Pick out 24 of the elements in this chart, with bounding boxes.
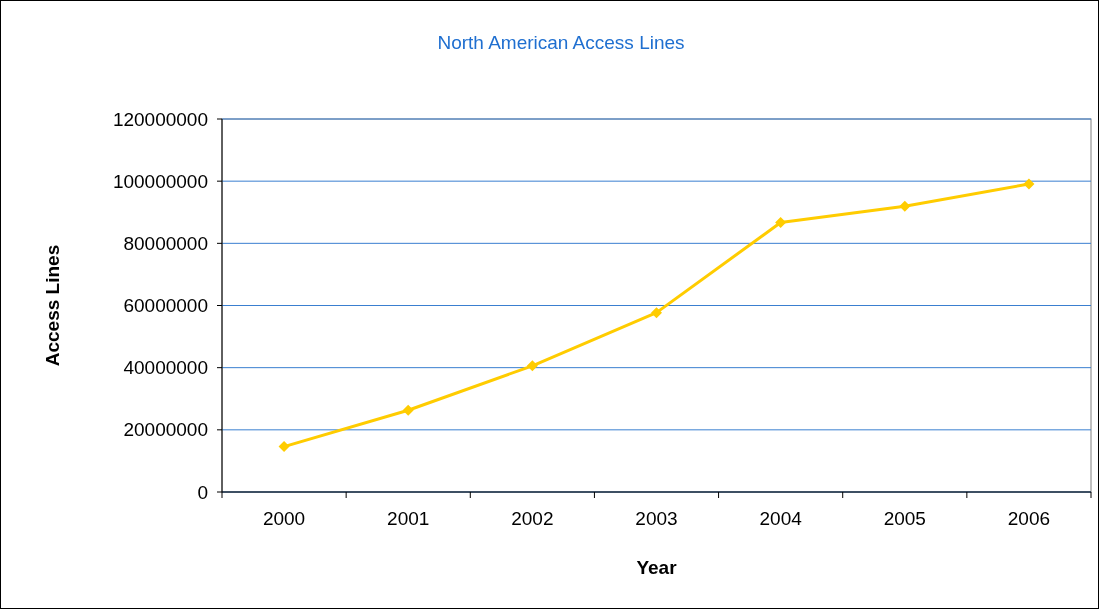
point bbox=[775, 217, 787, 229]
chart-title: North American Access Lines bbox=[437, 32, 685, 53]
point bbox=[526, 360, 538, 372]
y-tick-label: 40000000 bbox=[123, 357, 208, 379]
x-tick-label: 2006 bbox=[1007, 508, 1051, 529]
x-tick-label: 2005 bbox=[883, 508, 926, 529]
point bbox=[899, 200, 911, 212]
y-tick-label: 0 bbox=[197, 481, 208, 503]
x-tick-label: 2003 bbox=[635, 508, 678, 529]
y-tick-label: 100000000 bbox=[112, 170, 208, 192]
y-axis-title: Access Lines bbox=[42, 244, 63, 367]
point bbox=[651, 307, 662, 319]
y-tick-label: 80000000 bbox=[123, 232, 208, 254]
point bbox=[278, 441, 290, 453]
x-tick-label: 2002 bbox=[511, 508, 554, 529]
point bbox=[1023, 178, 1035, 190]
x-tick-label: 2004 bbox=[759, 508, 803, 529]
point bbox=[402, 404, 414, 416]
y-tick-label: 20000000 bbox=[123, 419, 208, 441]
y-tick-label: 60000000 bbox=[123, 295, 208, 317]
x-axis-title: Year bbox=[636, 557, 678, 578]
y-tick-label: 120000000 bbox=[112, 108, 208, 130]
x-tick-label: 2000 bbox=[262, 508, 306, 529]
x-tick-label: 2001 bbox=[387, 508, 430, 529]
